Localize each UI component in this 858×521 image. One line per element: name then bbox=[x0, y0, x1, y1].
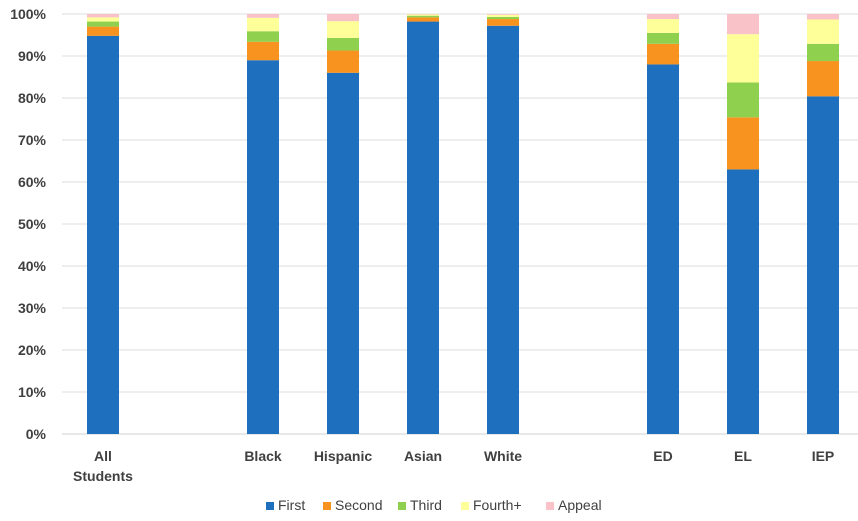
bar-segment-fourth bbox=[407, 14, 439, 15]
x-tick-label: IEP bbox=[812, 448, 835, 464]
bar-stack bbox=[647, 14, 679, 434]
x-axis-tick-labels: All Students Black Hispanic Asian White ED EL IE… bbox=[73, 448, 834, 484]
bar-segment-first bbox=[727, 169, 759, 434]
bar-segment-appeal bbox=[327, 14, 359, 21]
x-tick-label: All bbox=[94, 448, 112, 464]
legend-item: First bbox=[266, 497, 305, 513]
x-tick-label: ED bbox=[653, 448, 672, 464]
y-tick-label: 20% bbox=[18, 342, 47, 358]
y-tick-label: 10% bbox=[18, 384, 47, 400]
y-tick-label: 100% bbox=[10, 6, 46, 22]
bar-segment-fourth bbox=[247, 18, 279, 31]
bar-segment-fourth bbox=[807, 19, 839, 43]
bar-segment-fourth bbox=[647, 19, 679, 33]
bar-stack bbox=[247, 14, 279, 434]
bar-segment-appeal bbox=[487, 14, 519, 15]
bar-segment-third bbox=[807, 44, 839, 61]
bar-stack bbox=[487, 14, 519, 434]
x-tick-label: White bbox=[484, 448, 522, 464]
bar-segment-first bbox=[807, 96, 839, 434]
legend-item: Fourth+ bbox=[461, 497, 522, 513]
bar-segment-appeal bbox=[247, 14, 279, 18]
legend-label: Third bbox=[410, 497, 442, 513]
legend: First Second Third Fourth+ Appeal bbox=[266, 497, 602, 513]
bar-segment-first bbox=[487, 26, 519, 434]
legend-swatch bbox=[398, 502, 406, 510]
bar-stack bbox=[407, 14, 439, 434]
bar-segment-appeal bbox=[807, 14, 839, 19]
y-tick-label: 90% bbox=[18, 48, 47, 64]
bar-segment-third bbox=[727, 82, 759, 117]
legend-item: Second bbox=[323, 497, 382, 513]
y-tick-label: 0% bbox=[26, 426, 47, 442]
bar-segment-fourth bbox=[87, 17, 119, 21]
bar-segment-third bbox=[247, 31, 279, 42]
legend-swatch bbox=[323, 502, 331, 510]
bar-segment-third bbox=[647, 33, 679, 44]
bar-segment-fourth bbox=[487, 15, 519, 17]
bar-segment-third bbox=[407, 16, 439, 18]
bar-segment-appeal bbox=[87, 14, 119, 17]
bar-segment-appeal bbox=[647, 14, 679, 19]
bar-segment-fourth bbox=[327, 21, 359, 38]
x-tick-label: Black bbox=[244, 448, 282, 464]
bar-segment-third bbox=[327, 38, 359, 51]
bar-segment-second bbox=[327, 51, 359, 73]
y-tick-label: 30% bbox=[18, 300, 47, 316]
x-tick-label: Hispanic bbox=[314, 448, 373, 464]
bar-segment-second bbox=[647, 44, 679, 65]
bar-stack bbox=[807, 14, 839, 434]
legend-label: Second bbox=[335, 497, 382, 513]
y-tick-label: 60% bbox=[18, 174, 47, 190]
bar-segment-second bbox=[407, 17, 439, 21]
bar-segment-second bbox=[87, 27, 119, 36]
y-tick-label: 40% bbox=[18, 258, 47, 274]
bar-segment-second bbox=[487, 19, 519, 26]
legend-item: Third bbox=[398, 497, 442, 513]
bar-segment-second bbox=[247, 42, 279, 60]
bar-segment-first bbox=[327, 73, 359, 434]
bar-segment-fourth bbox=[727, 34, 759, 82]
bar-segment-appeal bbox=[727, 14, 759, 34]
y-axis-tick-labels: 0% 10% 20% 30% 40% 50% 60% 70% 80% 90% 100% bbox=[10, 6, 46, 442]
y-tick-label: 50% bbox=[18, 216, 47, 232]
legend-swatch bbox=[461, 502, 469, 510]
bar-segment-second bbox=[807, 61, 839, 96]
bar-stack bbox=[727, 14, 759, 434]
y-tick-label: 80% bbox=[18, 90, 47, 106]
legend-label: First bbox=[278, 497, 305, 513]
legend-label: Fourth+ bbox=[473, 497, 522, 513]
legend-swatch bbox=[266, 502, 274, 510]
bar-stack bbox=[327, 14, 359, 434]
bar-segment-first bbox=[407, 22, 439, 434]
x-tick-label: EL bbox=[734, 448, 752, 464]
x-tick-label: Asian bbox=[404, 448, 442, 464]
legend-item: Appeal bbox=[546, 497, 602, 513]
bar-segment-third bbox=[487, 17, 519, 19]
bar-segment-first bbox=[87, 36, 119, 434]
legend-label: Appeal bbox=[558, 497, 602, 513]
bar-stack bbox=[87, 14, 119, 434]
y-tick-label: 70% bbox=[18, 132, 47, 148]
bar-segment-second bbox=[727, 117, 759, 169]
x-tick-label: Students bbox=[73, 468, 133, 484]
bar-segment-third bbox=[87, 22, 119, 27]
legend-swatch bbox=[546, 502, 554, 510]
bar-segment-first bbox=[647, 64, 679, 434]
bar-segment-first bbox=[247, 60, 279, 434]
